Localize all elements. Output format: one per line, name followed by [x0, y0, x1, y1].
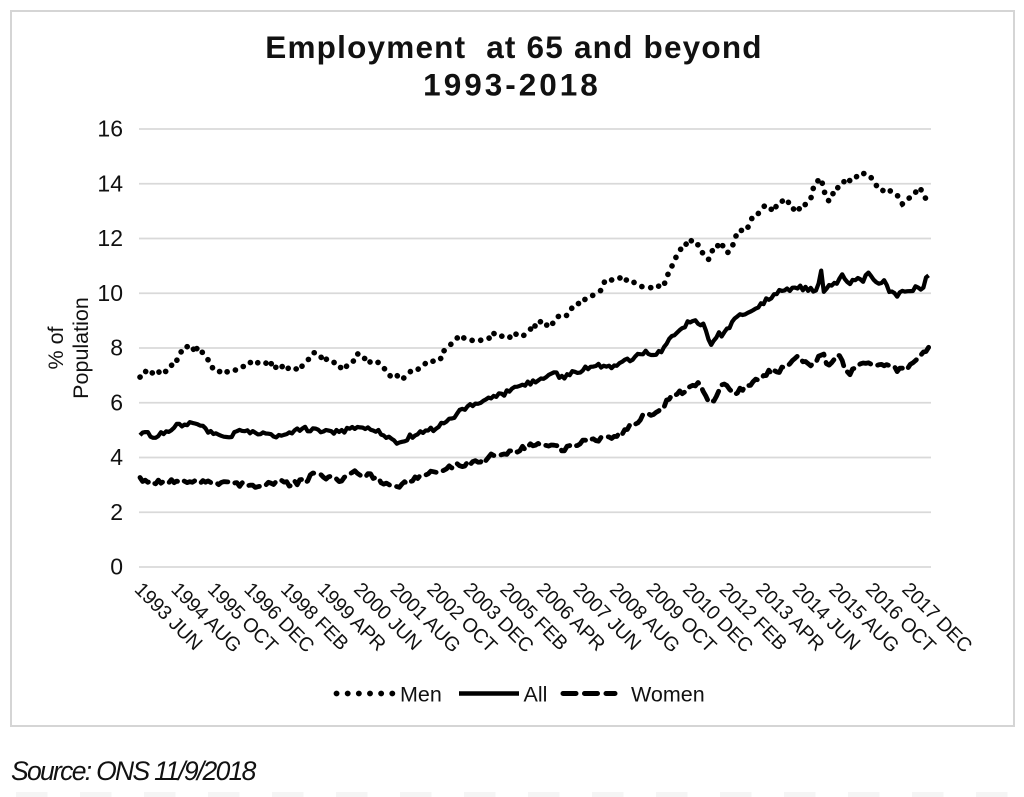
svg-text:Population: Population — [69, 297, 93, 399]
svg-text:8: 8 — [110, 335, 123, 361]
svg-text:Men: Men — [400, 683, 442, 707]
svg-text:Women: Women — [631, 683, 705, 707]
svg-text:10: 10 — [97, 280, 123, 306]
svg-text:1993-2018: 1993-2018 — [423, 67, 601, 103]
svg-text:All: All — [524, 683, 548, 707]
svg-text:% of: % of — [44, 326, 68, 369]
svg-text:4: 4 — [110, 444, 123, 470]
svg-text:Source: ONS 11/9/2018: Source: ONS 11/9/2018 — [11, 756, 257, 786]
svg-text:2: 2 — [110, 499, 123, 525]
svg-text:0: 0 — [110, 554, 123, 580]
svg-text:14: 14 — [97, 170, 123, 196]
svg-text:Employment at 65 and beyond: Employment at 65 and beyond — [265, 29, 762, 65]
svg-text:6: 6 — [110, 389, 123, 415]
svg-text:12: 12 — [97, 225, 123, 251]
svg-text:16: 16 — [97, 116, 123, 142]
